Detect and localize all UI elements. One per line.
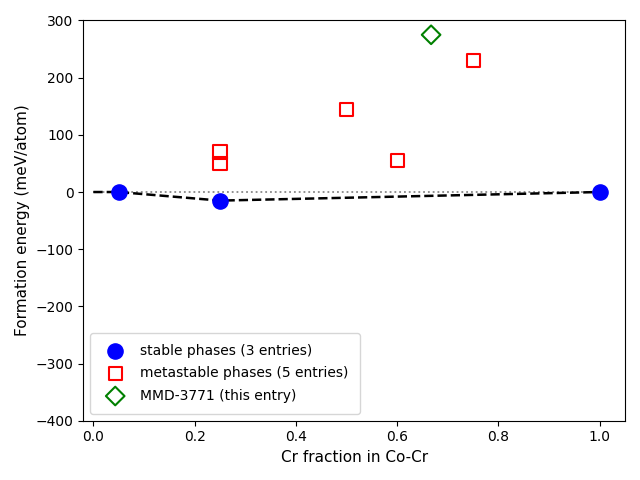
stable phases (3 entries)	[595, 188, 605, 196]
metastable phases (5 entries)	[341, 105, 351, 113]
metastable phases (5 entries)	[215, 148, 225, 156]
metastable phases (5 entries)	[392, 157, 403, 165]
X-axis label: Cr fraction in Co-Cr: Cr fraction in Co-Cr	[280, 450, 428, 465]
stable phases (3 entries)	[215, 197, 225, 204]
metastable phases (5 entries)	[215, 159, 225, 167]
MMD-3771 (this entry)	[426, 31, 436, 38]
metastable phases (5 entries)	[468, 57, 478, 64]
stable phases (3 entries)	[113, 188, 124, 196]
Y-axis label: Formation energy (meV/atom): Formation energy (meV/atom)	[15, 105, 30, 336]
Legend: stable phases (3 entries), metastable phases (5 entries), MMD-3771 (this entry): stable phases (3 entries), metastable ph…	[90, 333, 360, 414]
